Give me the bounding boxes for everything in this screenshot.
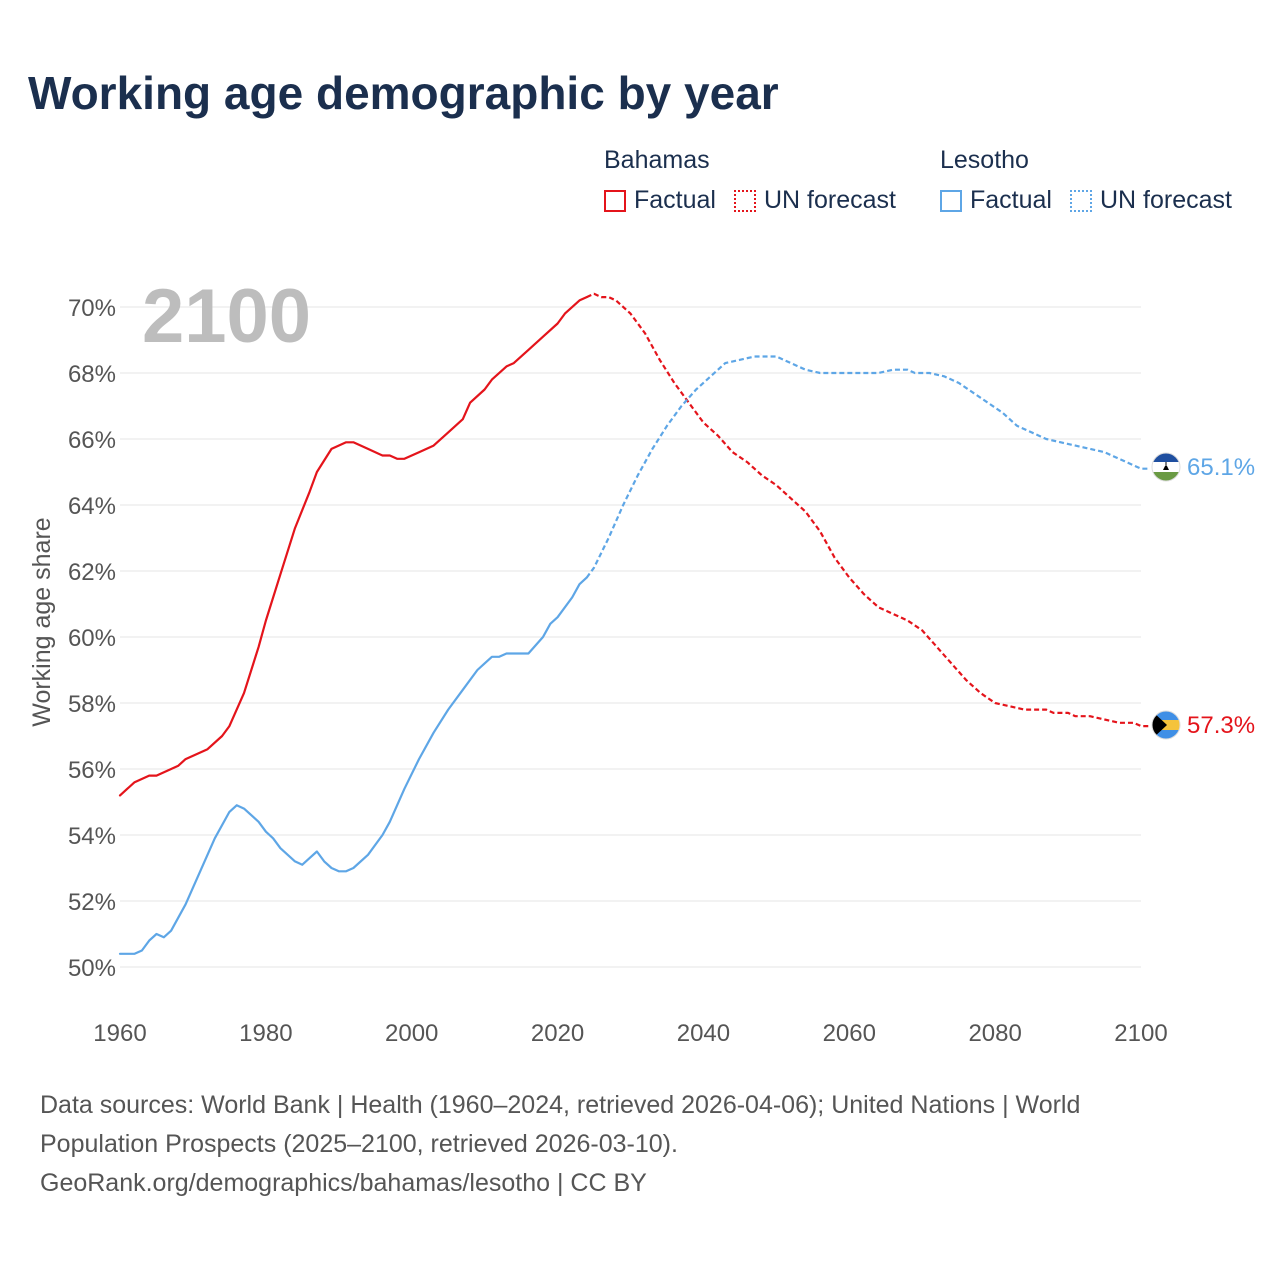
y-tick-label: 66% — [68, 427, 116, 454]
series-line-bahamas-forecast — [586, 292, 1149, 728]
series-lines — [118, 292, 1149, 955]
x-tick-label: 2000 — [385, 1020, 438, 1047]
legend-item-lesotho-factual[interactable]: Factual — [940, 186, 1052, 215]
y-tick-label: 70% — [68, 295, 116, 322]
legend-group-name: Lesotho — [940, 146, 1029, 174]
x-axis-ticks: 1960 1980 2000 2020 2040 2060 2080 2100 — [93, 1020, 1167, 1047]
legend-swatch-dotted — [733, 189, 756, 212]
series-line-bahamas-factual — [118, 296, 588, 797]
y-tick-label: 50% — [68, 955, 116, 982]
legend-swatch-solid — [940, 189, 962, 212]
gridlines — [120, 306, 1141, 968]
y-tick-label: 52% — [68, 889, 116, 916]
legend-label: UN forecast — [763, 186, 896, 214]
legend-group-bahamas: Bahamas Factual UN forecast — [604, 144, 914, 215]
legend-swatch-dotted — [1069, 189, 1092, 212]
x-tick-label: 2020 — [531, 1020, 584, 1047]
y-tick-label: 58% — [68, 691, 116, 718]
year-label: 2100 — [142, 274, 311, 359]
y-tick-label: 56% — [68, 757, 116, 784]
y-tick-label: 68% — [68, 361, 116, 388]
legend-item-lesotho-forecast[interactable]: UN forecast — [1069, 186, 1232, 215]
x-tick-label: 2060 — [823, 1020, 876, 1047]
y-tick-label: 64% — [68, 493, 116, 520]
data-sources: Data sources: World Bank | Health (1960–… — [40, 1091, 1081, 1158]
y-axis-ticks: 50% 52% 54% 56% 58% 60% 62% 64% 66% 68% 70% — [68, 295, 116, 982]
line-chart: 50%52%54%56%58%60%62%64%66%68%70% 1960 19… — [28, 274, 1255, 1047]
legend-label: UN forecast — [1099, 186, 1232, 214]
legend-group-name: Bahamas — [604, 146, 710, 174]
y-tick-label: 60% — [68, 625, 116, 652]
y-tick-label: 54% — [68, 823, 116, 850]
series-line-lesotho-forecast — [585, 355, 1149, 579]
legend-label: Factual — [634, 186, 716, 214]
x-tick-label: 2100 — [1114, 1020, 1167, 1047]
end-value-label-lesotho: 65.1% — [1187, 454, 1255, 481]
x-tick-label: 1980 — [239, 1020, 292, 1047]
series-line-lesotho-factual — [118, 576, 588, 955]
y-axis-label: Working age share — [28, 517, 56, 726]
x-tick-label: 2040 — [677, 1020, 730, 1047]
footer: Data sources: World Bank | Health (1960–… — [40, 1086, 1200, 1203]
legend-item-bahamas-forecast[interactable]: UN forecast — [733, 186, 896, 215]
legend-group-lesotho: Lesotho Factual UN forecast — [940, 144, 1250, 215]
legend-label: Factual — [970, 186, 1052, 214]
lesotho-flag-icon — [1151, 452, 1181, 482]
y-tick-label: 62% — [68, 559, 116, 586]
end-value-label-bahamas: 57.3% — [1187, 712, 1255, 739]
x-tick-label: 1960 — [93, 1020, 146, 1047]
chart-title: Working age demographic by year — [28, 67, 779, 119]
legend-item-bahamas-factual[interactable]: Factual — [604, 186, 716, 215]
bahamas-flag-icon — [1151, 710, 1181, 740]
legend-swatch-solid — [604, 189, 626, 212]
source-url[interactable]: GeoRank.org/demographics/bahamas/lesotho… — [40, 1169, 647, 1197]
x-tick-label: 2080 — [968, 1020, 1021, 1047]
